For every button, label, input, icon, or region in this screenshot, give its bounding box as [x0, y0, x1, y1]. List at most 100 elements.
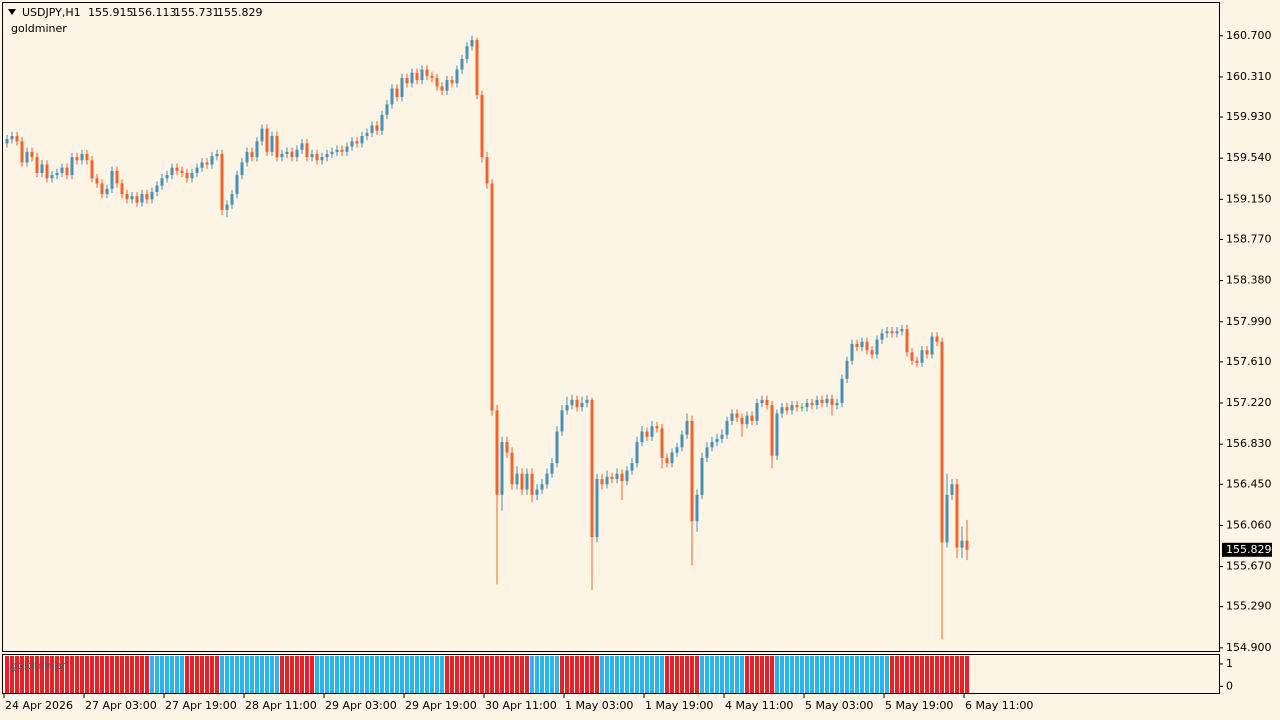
- candle-body: [370, 125, 374, 133]
- candle-body: [785, 407, 789, 411]
- candle-body: [50, 175, 54, 179]
- candle-body: [685, 420, 689, 435]
- candle-body: [195, 167, 199, 173]
- candle-body: [865, 341, 869, 351]
- indicator-bar: [810, 656, 814, 693]
- indicator-bar: [50, 656, 54, 693]
- indicator-bar: [310, 656, 314, 693]
- candle-body: [385, 104, 389, 115]
- candle-body: [100, 183, 104, 195]
- candle-body: [705, 447, 709, 458]
- candle-body: [585, 399, 589, 404]
- indicator-label: goldminer: [10, 659, 66, 672]
- indicator-bar: [380, 656, 384, 693]
- candle-body: [770, 405, 774, 456]
- indicator-bar: [725, 656, 729, 693]
- indicator-bar: [645, 656, 649, 693]
- candle-body: [380, 114, 384, 131]
- indicator-bar: [355, 656, 359, 693]
- indicator-bar: [135, 656, 139, 693]
- indicator-bar: [305, 656, 309, 693]
- candle-body: [290, 151, 294, 158]
- indicator-bar: [55, 656, 59, 693]
- candle-body: [350, 141, 354, 147]
- indicator-bar: [375, 656, 379, 693]
- indicator-bar: [520, 656, 524, 693]
- indicator-bar: [95, 656, 99, 693]
- indicator-bar: [650, 656, 654, 693]
- indicator-bar: [395, 656, 399, 693]
- candle-body: [405, 77, 409, 84]
- indicator-bar: [390, 656, 394, 693]
- indicator-bar: [455, 656, 459, 693]
- x-tick-label: 24 Apr 2026: [5, 699, 73, 712]
- candle-body: [275, 136, 279, 158]
- indicator-bar: [755, 656, 759, 693]
- candle-body: [560, 410, 564, 432]
- indicator-bar: [740, 656, 744, 693]
- candle-body: [755, 403, 759, 421]
- indicator-bar: [610, 656, 614, 693]
- indicator-bar: [710, 656, 714, 693]
- indicator-bar: [540, 656, 544, 693]
- y-tick-label: 159.150: [1226, 192, 1272, 205]
- indicator-bar: [40, 656, 44, 693]
- x-tick-label: 27 Apr 03:00: [85, 699, 157, 712]
- candle-body: [375, 125, 379, 131]
- candle-body: [210, 156, 214, 165]
- candle-body: [220, 153, 224, 210]
- indicator-bar: [460, 656, 464, 693]
- indicator-bar: [640, 656, 644, 693]
- indicator-bar: [170, 656, 174, 693]
- indicator-bar: [420, 656, 424, 693]
- candle-body: [450, 80, 454, 84]
- candle-body: [45, 164, 49, 179]
- candle-body: [735, 413, 739, 418]
- indicator-bar: [900, 656, 904, 693]
- candle-body: [885, 331, 889, 334]
- candle-body: [175, 167, 179, 171]
- indicator-bar: [880, 656, 884, 693]
- candle-body: [300, 143, 304, 150]
- indicator-bar: [525, 656, 529, 693]
- indicator-bar: [195, 656, 199, 693]
- indicator-bar: [840, 656, 844, 693]
- candle-body: [605, 476, 609, 485]
- indicator-bar: [125, 656, 129, 693]
- candle-body: [820, 399, 824, 404]
- menu-arrow[interactable]: [8, 9, 16, 15]
- indicator-bar: [265, 656, 269, 693]
- candle-body: [415, 72, 419, 81]
- indicator-bar: [575, 656, 579, 693]
- candle-body: [400, 77, 404, 97]
- candle-body: [570, 399, 574, 406]
- candle-body: [510, 452, 514, 485]
- candle-body: [505, 442, 509, 453]
- candle-body: [880, 333, 884, 340]
- candle-body: [870, 350, 874, 355]
- indicator-bar: [685, 656, 689, 693]
- candle-body: [475, 39, 479, 95]
- candle-body: [775, 413, 779, 456]
- candle-body: [640, 431, 644, 443]
- candle-body: [25, 151, 29, 163]
- indicator-bar: [480, 656, 484, 693]
- candle-body: [930, 336, 934, 355]
- candle-body: [730, 413, 734, 421]
- indicator-bar: [5, 656, 9, 693]
- y-tick-label: 159.930: [1226, 110, 1272, 123]
- indicator-bar: [115, 656, 119, 693]
- candle-body: [445, 80, 449, 91]
- candle-body: [655, 426, 659, 429]
- indicator-bar: [835, 656, 839, 693]
- candle-body: [555, 431, 559, 464]
- candle-body: [145, 194, 149, 200]
- indicator-bar: [345, 656, 349, 693]
- indicator-bar: [325, 656, 329, 693]
- candle-body: [550, 463, 554, 474]
- candle-body: [855, 343, 859, 348]
- candle-body: [310, 153, 314, 158]
- candle-body: [660, 428, 664, 458]
- candle-body: [520, 473, 524, 490]
- indicator-bar: [75, 656, 79, 693]
